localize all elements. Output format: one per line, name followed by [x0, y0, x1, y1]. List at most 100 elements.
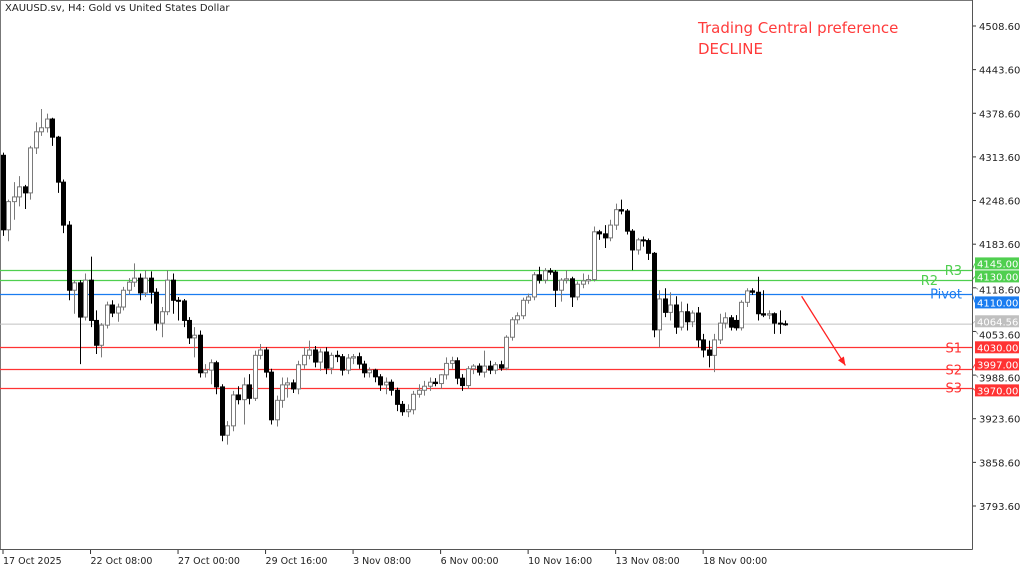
- bear-candle: [154, 291, 159, 324]
- bull-candle: [690, 312, 695, 323]
- bull-candle: [526, 296, 531, 301]
- bull-candle: [406, 409, 411, 413]
- level-name-r2: R2: [921, 274, 938, 289]
- bull-candle: [739, 301, 744, 329]
- bear-candle: [50, 118, 55, 138]
- bull-candle: [209, 362, 214, 371]
- bear-candle: [182, 300, 187, 321]
- bull-candle: [428, 381, 433, 387]
- bull-candle: [367, 369, 372, 374]
- bull-candle: [515, 315, 520, 321]
- bull-candle: [614, 209, 619, 226]
- bear-candle: [553, 271, 558, 291]
- y-tick-label: 4183.60: [979, 240, 1020, 251]
- bull-candle: [723, 317, 728, 324]
- bull-candle: [586, 278, 591, 282]
- bull-candle: [72, 282, 77, 291]
- bull-candle: [225, 425, 230, 436]
- bull-candle: [203, 369, 208, 374]
- bull-candle: [307, 349, 312, 356]
- bull-candle: [105, 304, 110, 326]
- bull-candle: [83, 279, 88, 318]
- bear-candle: [269, 371, 274, 421]
- bull-candle: [45, 118, 50, 129]
- bear-candle: [373, 369, 378, 378]
- bull-candle: [521, 299, 526, 317]
- bull-candle: [318, 351, 323, 363]
- bear-candle: [324, 351, 329, 369]
- bear-candle: [176, 299, 181, 302]
- bear-candle: [597, 231, 602, 235]
- x-tick-label: 22 Oct 08:00: [91, 556, 153, 567]
- bear-candle: [247, 384, 252, 399]
- bear-candle: [761, 313, 766, 316]
- bear-candle: [734, 319, 739, 329]
- bear-candle: [313, 349, 318, 363]
- bull-candle: [745, 290, 750, 303]
- current-price-label: 4064.56: [977, 317, 1018, 328]
- bear-candle: [335, 354, 340, 358]
- bear-candle: [138, 277, 143, 294]
- bear-candle: [778, 322, 783, 325]
- bull-candle: [575, 283, 580, 298]
- bear-candle: [707, 349, 712, 356]
- y-tick-label: 4313.60: [979, 153, 1020, 164]
- chart-title: XAUUSD.sv, H4: Gold vs United States Dol…: [5, 3, 230, 14]
- x-tick-label: 3 Nov 08:00: [353, 556, 411, 567]
- bear-candle: [357, 356, 362, 365]
- bear-candle: [362, 363, 367, 374]
- bear-candle: [389, 381, 394, 391]
- bear-candle: [619, 209, 624, 212]
- level-name-r3: R3: [945, 264, 962, 279]
- bull-candle: [121, 289, 126, 308]
- bull-candle: [116, 306, 121, 314]
- bear-candle: [652, 252, 657, 331]
- level-price-tag: [975, 296, 1019, 309]
- bear-candle: [110, 304, 115, 314]
- bull-candle: [165, 279, 170, 313]
- bear-candle: [499, 364, 504, 369]
- bear-candle: [187, 319, 192, 339]
- bear-candle: [400, 403, 405, 413]
- bear-candle: [67, 224, 72, 291]
- x-tick-label: 18 Nov 00:00: [703, 556, 767, 567]
- bull-candle: [422, 385, 427, 391]
- candles: [1, 108, 788, 445]
- bull-candle: [28, 147, 33, 194]
- y-tick-leader: [975, 287, 979, 290]
- decline-arrow-icon: [801, 295, 846, 366]
- bull-candle: [12, 196, 17, 203]
- x-tick-label: 13 Nov 08:00: [616, 556, 680, 567]
- bull-candle: [253, 354, 258, 399]
- bear-candle: [630, 230, 635, 251]
- y-tick-label: 4118.60: [979, 285, 1020, 296]
- plot-frame: [0, 0, 973, 550]
- bull-candle: [718, 322, 723, 341]
- bull-candle: [466, 368, 471, 387]
- bull-candle: [657, 298, 662, 331]
- bull-candle: [329, 354, 334, 369]
- bull-candle: [712, 339, 717, 356]
- bear-candle: [264, 349, 269, 373]
- x-tick-label: 27 Oct 00:00: [178, 556, 240, 567]
- bull-candle: [471, 365, 476, 370]
- bull-candle: [482, 365, 487, 373]
- level-price-tag: [975, 384, 1019, 397]
- current-price-tag: [975, 315, 1019, 328]
- bear-candle: [171, 279, 176, 301]
- bull-candle: [581, 280, 586, 285]
- bull-candle: [231, 394, 236, 427]
- annotation-line2: DECLINE: [698, 40, 763, 58]
- level-name-pivot: Pivot: [930, 288, 962, 303]
- bear-candle: [685, 311, 690, 323]
- bull-candle: [258, 349, 263, 356]
- level-price-label: 3997.00: [977, 360, 1018, 371]
- level-name-s1: S1: [945, 341, 962, 356]
- bear-candle: [701, 339, 706, 351]
- bear-candle: [220, 386, 225, 436]
- level-price-label: 3970.00: [977, 386, 1018, 397]
- bull-candle: [636, 239, 641, 251]
- bull-candle: [132, 277, 137, 283]
- bear-candle: [89, 279, 94, 321]
